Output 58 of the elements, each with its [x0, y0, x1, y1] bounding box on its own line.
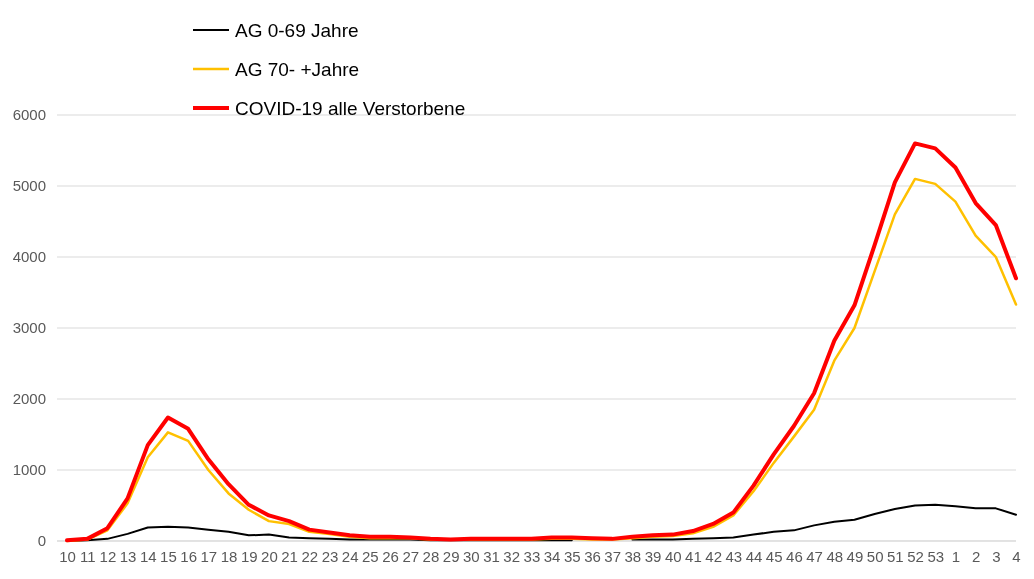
x-tick-label: 29 — [442, 548, 460, 565]
x-tick-label: 12 — [99, 548, 117, 565]
y-tick-label: 6000 — [12, 106, 46, 124]
x-tick-label: 39 — [644, 548, 662, 565]
x-tick-label: 36 — [584, 548, 601, 565]
x-tick-label: 41 — [685, 548, 702, 565]
y-tick-label: 5000 — [12, 177, 46, 195]
x-tick-label: 43 — [725, 548, 743, 565]
x-tick-label: 19 — [240, 548, 258, 565]
y-tick-label: 4000 — [12, 248, 46, 266]
x-tick-label: 48 — [826, 548, 844, 565]
x-tick-label: 51 — [887, 548, 904, 565]
x-tick-label: 47 — [806, 548, 823, 565]
x-tick-label: 37 — [604, 548, 622, 565]
legend-label: AG 70- +Jahre — [235, 58, 360, 80]
x-tick-label: 38 — [624, 548, 642, 565]
x-tick-label: 52 — [907, 548, 924, 565]
y-tick-label: 3000 — [12, 319, 46, 337]
x-tick-label: 24 — [341, 548, 359, 565]
x-tick-label: 42 — [705, 548, 722, 565]
legend-label: AG 0-69 Jahre — [235, 19, 359, 41]
x-tick-label: 33 — [523, 548, 541, 565]
x-tick-label: 25 — [362, 548, 379, 565]
x-tick-label: 13 — [119, 548, 137, 565]
x-tick-label: 3 — [992, 548, 1001, 565]
x-tick-label: 30 — [462, 548, 480, 565]
x-tick-label: 10 — [59, 548, 76, 565]
x-tick-label: 40 — [664, 548, 682, 565]
legend-label: COVID-19 alle Verstorbene — [235, 97, 466, 119]
y-tick-label: 2000 — [12, 390, 46, 408]
x-tick-label: 2 — [971, 548, 981, 565]
x-tick-label: 49 — [846, 548, 864, 565]
y-tick-label: 0 — [37, 532, 46, 550]
x-tick-label: 1 — [951, 548, 961, 565]
x-tick-label: 45 — [765, 548, 783, 565]
x-tick-label: 50 — [866, 548, 884, 565]
x-tick-label: 53 — [927, 548, 945, 565]
x-tick-label: 4 — [1012, 548, 1021, 565]
x-tick-label: 11 — [79, 548, 96, 565]
x-tick-label: 27 — [402, 548, 420, 565]
x-tick-label: 44 — [745, 548, 763, 565]
x-tick-label: 31 — [483, 548, 500, 565]
x-tick-label: 21 — [281, 548, 298, 565]
x-tick-label: 16 — [180, 548, 197, 565]
x-tick-label: 22 — [301, 548, 319, 565]
x-tick-label: 14 — [139, 548, 157, 565]
x-tick-label: 35 — [563, 548, 581, 565]
x-tick-label: 23 — [321, 548, 339, 565]
x-tick-label: 34 — [543, 548, 561, 565]
x-tick-label: 17 — [200, 548, 218, 565]
x-tick-label: 32 — [503, 548, 521, 565]
x-tick-label: 28 — [422, 548, 440, 565]
x-tick-label: 46 — [786, 548, 803, 565]
x-tick-label: 18 — [220, 548, 238, 565]
x-tick-label: 26 — [382, 548, 399, 565]
y-tick-label: 1000 — [12, 461, 46, 479]
x-tick-label: 20 — [261, 548, 278, 565]
x-tick-label: 15 — [160, 548, 177, 565]
